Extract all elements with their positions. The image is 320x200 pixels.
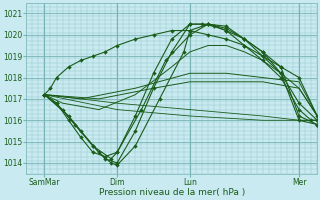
X-axis label: Pression niveau de la mer( hPa ): Pression niveau de la mer( hPa ) <box>99 188 245 197</box>
